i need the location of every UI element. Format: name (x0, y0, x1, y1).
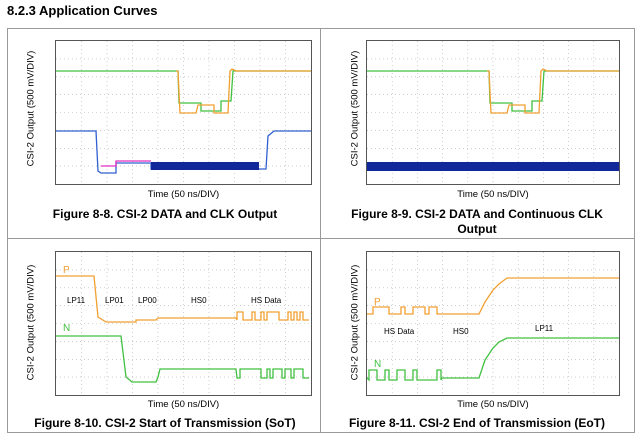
continuous-clock-band (367, 162, 619, 171)
oscilloscope-plot: P N HS Data HS0 LP11 (366, 251, 620, 396)
p-signal-label: P (374, 297, 381, 308)
section-title: 8.2.3 Application Curves (7, 3, 158, 18)
oscilloscope-plot (55, 40, 312, 185)
state-label-lp00: LP00 (138, 296, 157, 305)
figure-caption: Figure 8-10. CSI-2 Start of Transmission… (34, 416, 296, 430)
clock-lane-trace (101, 160, 151, 167)
figure-grid-frame (7, 28, 635, 433)
p-channel-trace (56, 275, 309, 323)
waveform-canvas (367, 252, 619, 395)
p-signal-label: P (63, 265, 70, 276)
figure-grid-divider-vertical (320, 28, 321, 433)
n-signal-label: N (374, 359, 382, 370)
state-label-hs-data: HS Data (251, 296, 282, 305)
waveform-canvas (56, 252, 311, 395)
plot-grid (56, 41, 311, 184)
figure-caption: Figure 8-11. CSI-2 End of Transmission (… (348, 416, 606, 430)
plot-grid (56, 252, 311, 395)
n-channel-trace (56, 335, 309, 383)
state-label-lp01: LP01 (105, 296, 124, 305)
state-label-hs0: HS0 (453, 327, 469, 336)
oscilloscope-plot: P N LP11 LP01 LP00 HS0 HS Data (55, 251, 312, 396)
clock-burst-band (151, 162, 259, 170)
figure-caption: Figure 8-8. CSI-2 DATA and CLK Output (52, 207, 278, 221)
clock-lane-trace (56, 130, 311, 174)
y-axis-label: CSI-2 Output (500 mV/DIV) (25, 50, 37, 167)
x-axis-label: Time (50 ns/DIV) (147, 399, 220, 410)
x-axis-label: Time (50 ns/DIV) (147, 189, 220, 200)
oscilloscope-plot (366, 40, 620, 185)
state-label-lp11: LP11 (535, 324, 554, 333)
state-label-hs0: HS0 (191, 296, 207, 305)
data-lane-trace (487, 68, 619, 114)
data-lane-trace (176, 68, 311, 114)
y-axis-label: CSI-2 Output (500 mV/DIV) (25, 264, 37, 381)
p-channel-trace (367, 277, 619, 315)
y-axis-label: CSI-2 Output (500 mV/DIV) (349, 264, 361, 381)
waveform-canvas (56, 41, 311, 184)
x-axis-label: Time (50 ns/DIV) (457, 399, 529, 410)
y-axis-label: CSI-2 Output (500 mV/DIV) (349, 50, 361, 167)
state-label-hs-data: HS Data (384, 327, 415, 336)
x-axis-label: Time (50 ns/DIV) (457, 189, 529, 200)
n-signal-label: N (63, 323, 71, 334)
figure-caption: Figure 8-9. CSI-2 DATA and Continuous CL… (351, 207, 603, 236)
n-channel-trace (367, 337, 619, 382)
state-label-lp11: LP11 (67, 296, 86, 305)
waveform-canvas (367, 41, 619, 184)
figure-grid-divider-horizontal (7, 238, 635, 239)
